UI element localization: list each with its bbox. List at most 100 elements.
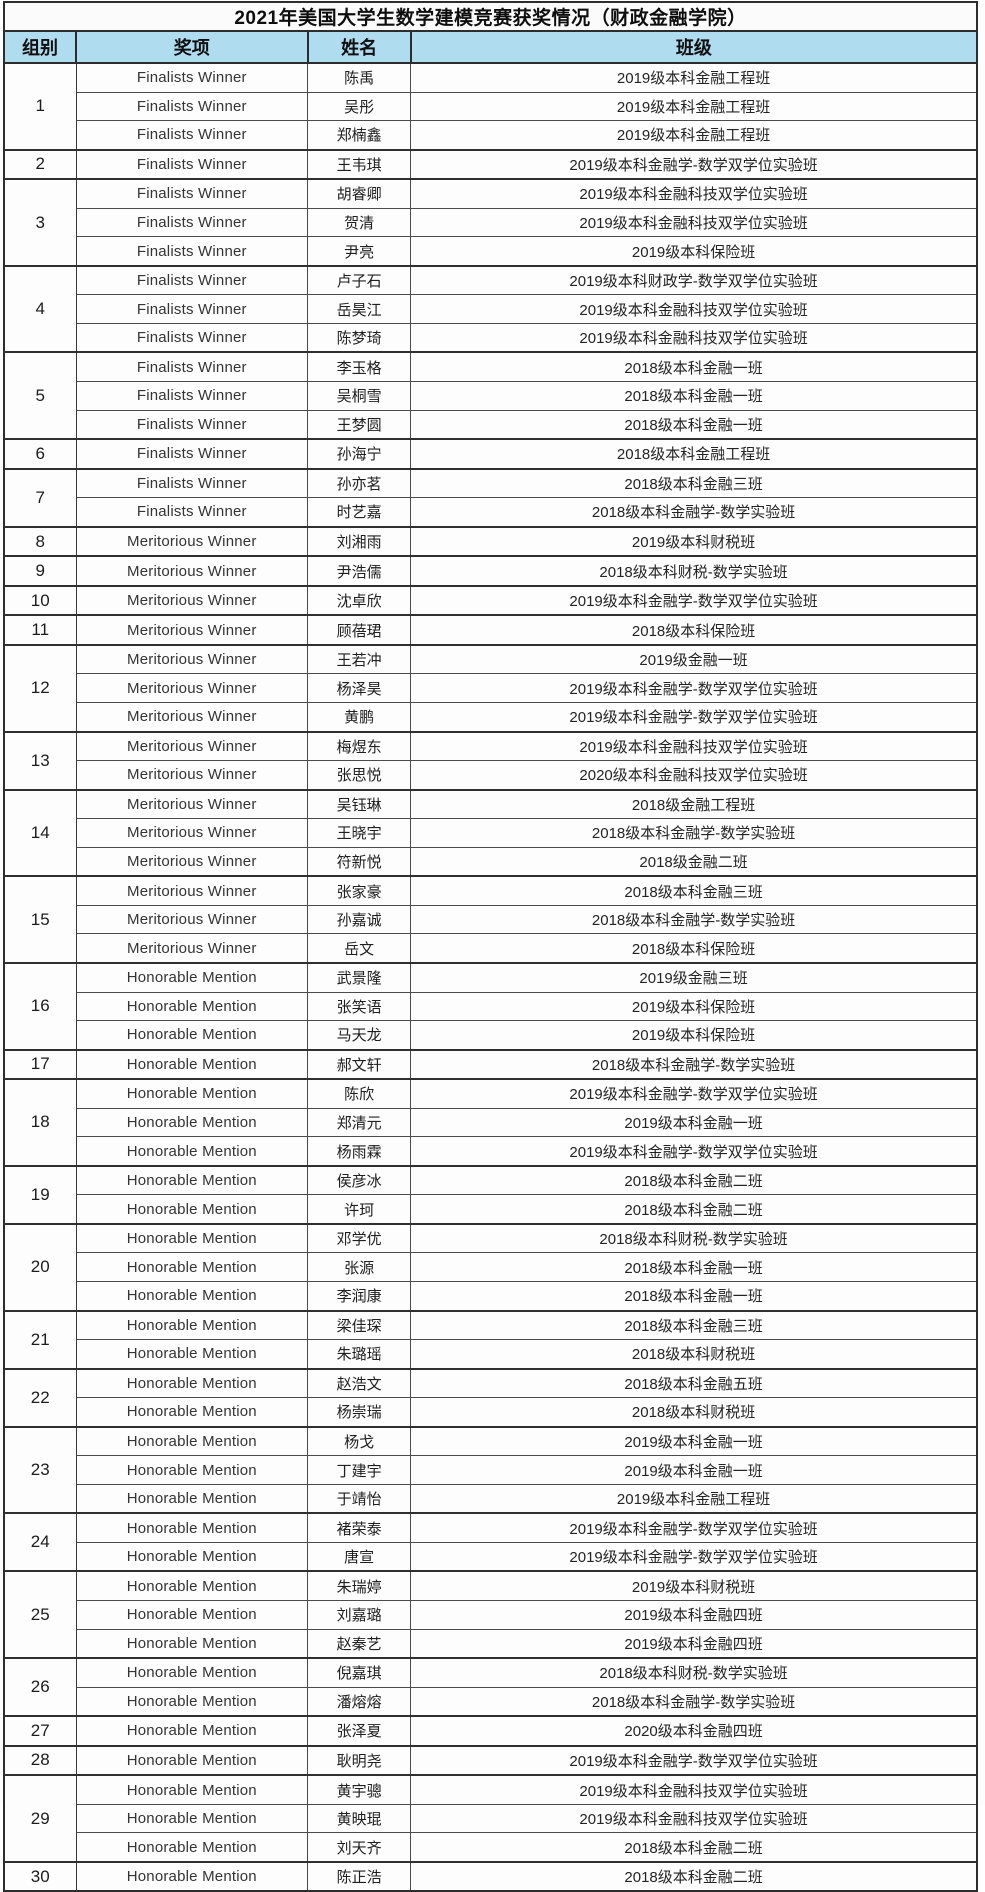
class-cell: 2019级本科金融学-数学双学位实验班 [410,1078,979,1109]
group-number-cell: 1 [3,62,77,151]
class-cell: 2018级本科金融二班 [410,1832,979,1863]
name-cell: 王韦琪 [307,148,412,180]
group-number-cell: 24 [3,1512,77,1572]
name-cell: 潘熔熔 [307,1686,412,1717]
class-cell: 2019级本科保险班 [410,991,979,1022]
class-cell: 2018级本科金融三班 [410,875,979,906]
award-cell: Meritorious Winner [75,702,309,733]
name-cell: 陈欣 [307,1078,412,1109]
name-cell: 倪嘉琪 [307,1657,412,1688]
table-row: 9 Meritorious Winner 尹浩儒 2018级本科财税-数学实验班 [3,555,979,587]
class-cell: 2019级本科金融科技双学位实验班 [410,1803,979,1834]
table-row: 23 Honorable Mention 杨戈 2019级本科金融一班 [3,1425,979,1514]
award-cell: Finalists Winner [75,322,309,353]
name-cell: 李玉格 [307,351,412,383]
table-row: 27 Honorable Mention 张泽夏 2020级本科金融四班 [3,1715,979,1747]
class-cell: 2019级本科金融工程班 [410,91,979,122]
name-cell: 赵秦艺 [307,1628,412,1659]
award-cell: Honorable Mention [75,1599,309,1630]
column-header-row: 组别 奖项 姓名 班级 [3,30,979,64]
class-cell: 2019级本科金融一班 [410,1425,979,1457]
class-cell: 2019级本科金融科技双学位实验班 [410,294,979,324]
award-cell: Meritorious Winner [75,846,309,877]
name-cell: 马天龙 [307,1020,412,1051]
group-number-cell: 14 [3,788,77,877]
award-cell: Honorable Mention [75,1339,309,1370]
name-cell: 时艺嘉 [307,497,412,528]
name-cell: 武景隆 [307,961,412,993]
group-number-cell: 30 [3,1860,77,1892]
table-row: Honorable Mention 张笑语 2019级本科保险班 [4,991,979,1022]
table-row: 17 Honorable Mention 郝文轩 2018级本科金融学-数学实验班 [3,1048,979,1080]
name-cell: 杨崇瑞 [307,1397,412,1428]
name-cell: 许珂 [307,1194,412,1225]
name-cell: 耿明尧 [307,1744,412,1776]
name-cell: 侯彦冰 [307,1164,412,1196]
column-header-award: 奖项 [75,30,309,64]
table-row: 30 Honorable Mention 陈正浩 2018级本科金融二班 [3,1860,979,1892]
class-cell: 2019级本科金融科技双学位实验班 [410,178,979,209]
class-cell: 2018级本科财税班 [410,1339,979,1370]
name-cell: 卢子石 [307,264,412,296]
table-row: Honorable Mention 马天龙 2019级本科保险班 [4,1020,979,1051]
table-row: 6 Finalists Winner 孙海宁 2018级本科金融工程班 [3,438,979,470]
award-cell: Honorable Mention [75,1078,309,1109]
class-cell: 2018级本科金融二班 [410,1860,979,1892]
class-cell: 2019级本科金融学-数学双学位实验班 [410,702,979,733]
group-number-cell: 15 [3,875,77,964]
table-row: Finalists Winner 贺清 2019级本科金融科技双学位实验班 [4,207,979,238]
table-row: Honorable Mention 杨崇瑞 2018级本科财税班 [4,1397,979,1428]
table-row: Honorable Mention 郑清元 2019级本科金融一班 [4,1107,979,1138]
table-row: 26 Honorable Mention 倪嘉琪 2018级本科财税-数学实验班 [3,1657,979,1717]
name-cell: 王晓宇 [307,818,412,848]
award-cell: Meritorious Winner [75,760,309,791]
class-cell: 2020级本科金融四班 [410,1715,979,1747]
class-cell: 2018级金融二班 [410,846,979,877]
award-cell: Finalists Winner [75,438,309,470]
award-cell: Finalists Winner [75,61,309,93]
award-cell: Honorable Mention [75,1280,309,1312]
table-row: 1 Finalists Winner 陈禹 2019级本科金融工程班 [3,61,979,151]
award-cell: Honorable Mention [75,991,309,1022]
name-cell: 岳文 [307,933,412,964]
table-row: 13 Meritorious Winner 梅煜东 2019级本科金融科技双学位实验班 [3,730,979,791]
group-number-cell: 22 [3,1367,77,1428]
name-cell: 张笑语 [307,991,412,1022]
table-row: 5 Finalists Winner 李玉格 2018级本科金融一班 [3,351,979,440]
name-cell: 黄映琨 [307,1803,412,1834]
table-row: Meritorious Winner 岳文 2018级本科保险班 [4,933,979,964]
class-cell: 2018级本科财税-数学实验班 [410,1657,979,1688]
class-cell: 2019级金融一班 [410,643,979,675]
table-row: Honorable Mention 朱璐瑶 2018级本科财税班 [4,1339,979,1370]
class-cell: 2019级本科金融学-数学双学位实验班 [410,148,979,180]
table-row: 25 Honorable Mention 朱瑞婷 2019级本科财税班 [3,1570,979,1659]
name-cell: 刘湘雨 [307,525,412,557]
name-cell: 张泽夏 [307,1715,412,1747]
table-row: Finalists Winner 吴彤 2019级本科金融工程班 [4,91,979,122]
group-number-cell: 23 [3,1425,77,1514]
group-number-cell: 19 [3,1164,77,1225]
name-cell: 孙海宁 [307,438,412,470]
group-number-cell: 3 [3,178,77,267]
award-cell: Honorable Mention [75,1570,309,1601]
table-row: 21 Honorable Mention 梁佳琛 2018级本科金融三班 [3,1309,979,1370]
table-row: Meritorious Winner 王晓宇 2018级本科金融学-数学实验班 [4,818,979,848]
class-cell: 2019级本科金融四班 [410,1599,979,1630]
name-cell: 沈卓欣 [307,584,412,616]
award-cell: Finalists Winner [75,497,309,528]
group-number-cell: 26 [3,1657,77,1717]
class-cell: 2018级本科金融学-数学实验班 [410,1048,979,1080]
class-cell: 2018级本科金融三班 [410,1309,979,1341]
class-cell: 2019级本科金融学-数学双学位实验班 [410,584,979,616]
class-cell: 2018级本科金融一班 [410,351,979,383]
award-cell: Honorable Mention [75,1425,309,1457]
award-cell: Meritorious Winner [75,875,309,906]
class-cell: 2019级本科金融学-数学双学位实验班 [410,673,979,704]
class-cell: 2018级本科金融学-数学实验班 [410,818,979,848]
award-cell: Meritorious Winner [75,730,309,762]
class-cell: 2018级本科金融一班 [410,381,979,411]
name-cell: 朱瑞婷 [307,1570,412,1601]
name-cell: 顾蓓珺 [307,614,412,646]
group-number-cell: 8 [3,525,77,557]
